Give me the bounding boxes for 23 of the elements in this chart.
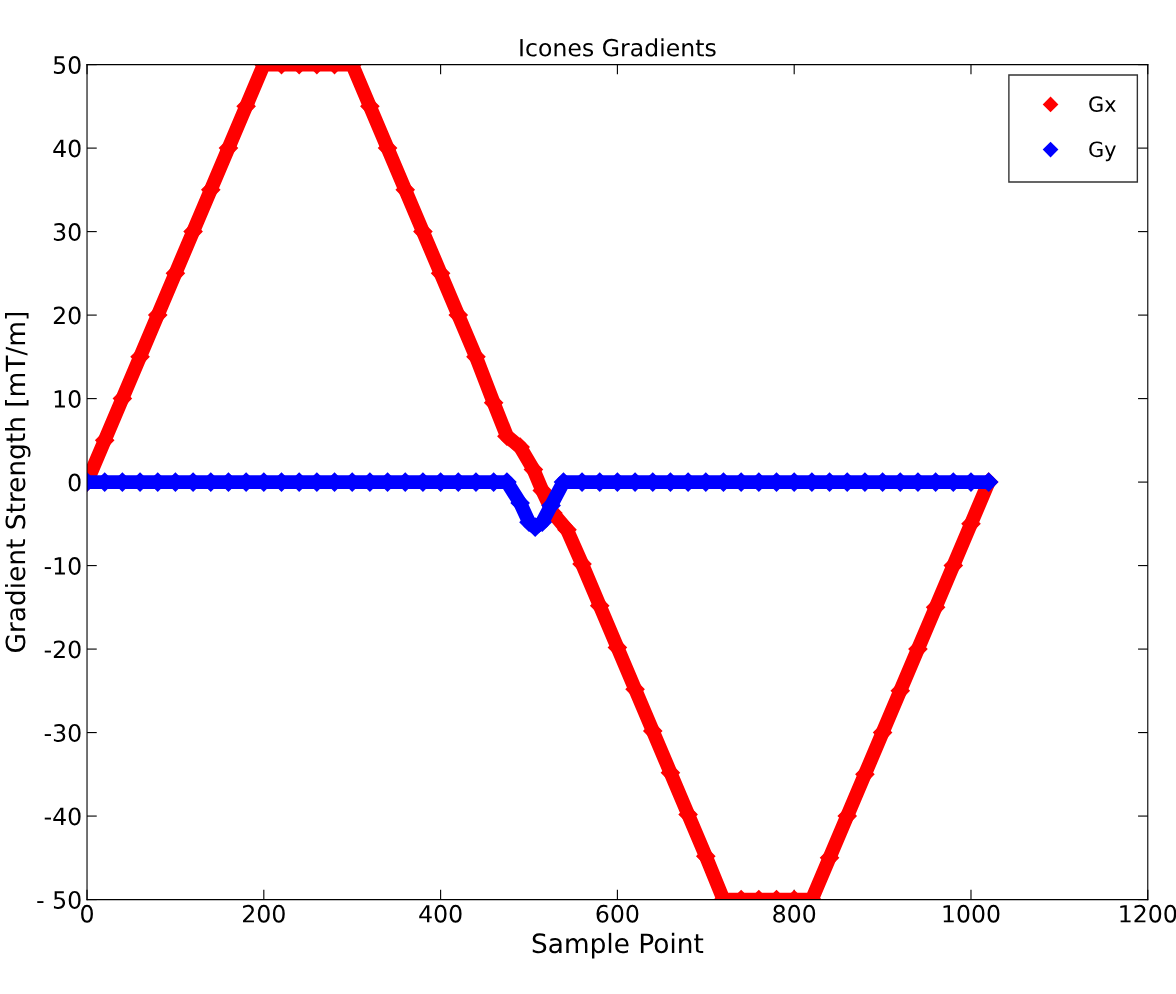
legend-label: Gy [1089, 141, 1116, 162]
x-tick-label: 1200 [1120, 904, 1176, 923]
x-axis-title: Sample Point [532, 932, 704, 959]
y-tick-label: 40 [53, 139, 81, 158]
y-axis-title: Gradient Strength [mT/m] [5, 312, 31, 652]
y-tick-label: -30 [44, 724, 81, 742]
x-tick-label: 600 [596, 904, 639, 923]
y-tick-label: -20 [44, 640, 81, 659]
y-tick-label: 50 [53, 56, 81, 74]
x-tick-label: 400 [419, 904, 462, 923]
chart-title: Icones Gradients [520, 38, 716, 57]
x-tick-label: 800 [773, 904, 816, 923]
y-tick-label: - 50 [37, 891, 81, 909]
x-tick-label: 0 [81, 904, 93, 923]
y-tick-label: 30 [53, 223, 81, 241]
x-tick-label: 200 [243, 904, 285, 923]
y-tick-label: -10 [44, 557, 81, 575]
y-tick-label: 0 [68, 473, 81, 492]
x-tick-label: 1000 [943, 904, 1000, 923]
legend-label: Gx [1089, 96, 1116, 112]
y-tick-label: -40 [44, 807, 81, 826]
y-tick-label: 20 [53, 306, 81, 325]
y-tick-label: 10 [54, 390, 81, 408]
